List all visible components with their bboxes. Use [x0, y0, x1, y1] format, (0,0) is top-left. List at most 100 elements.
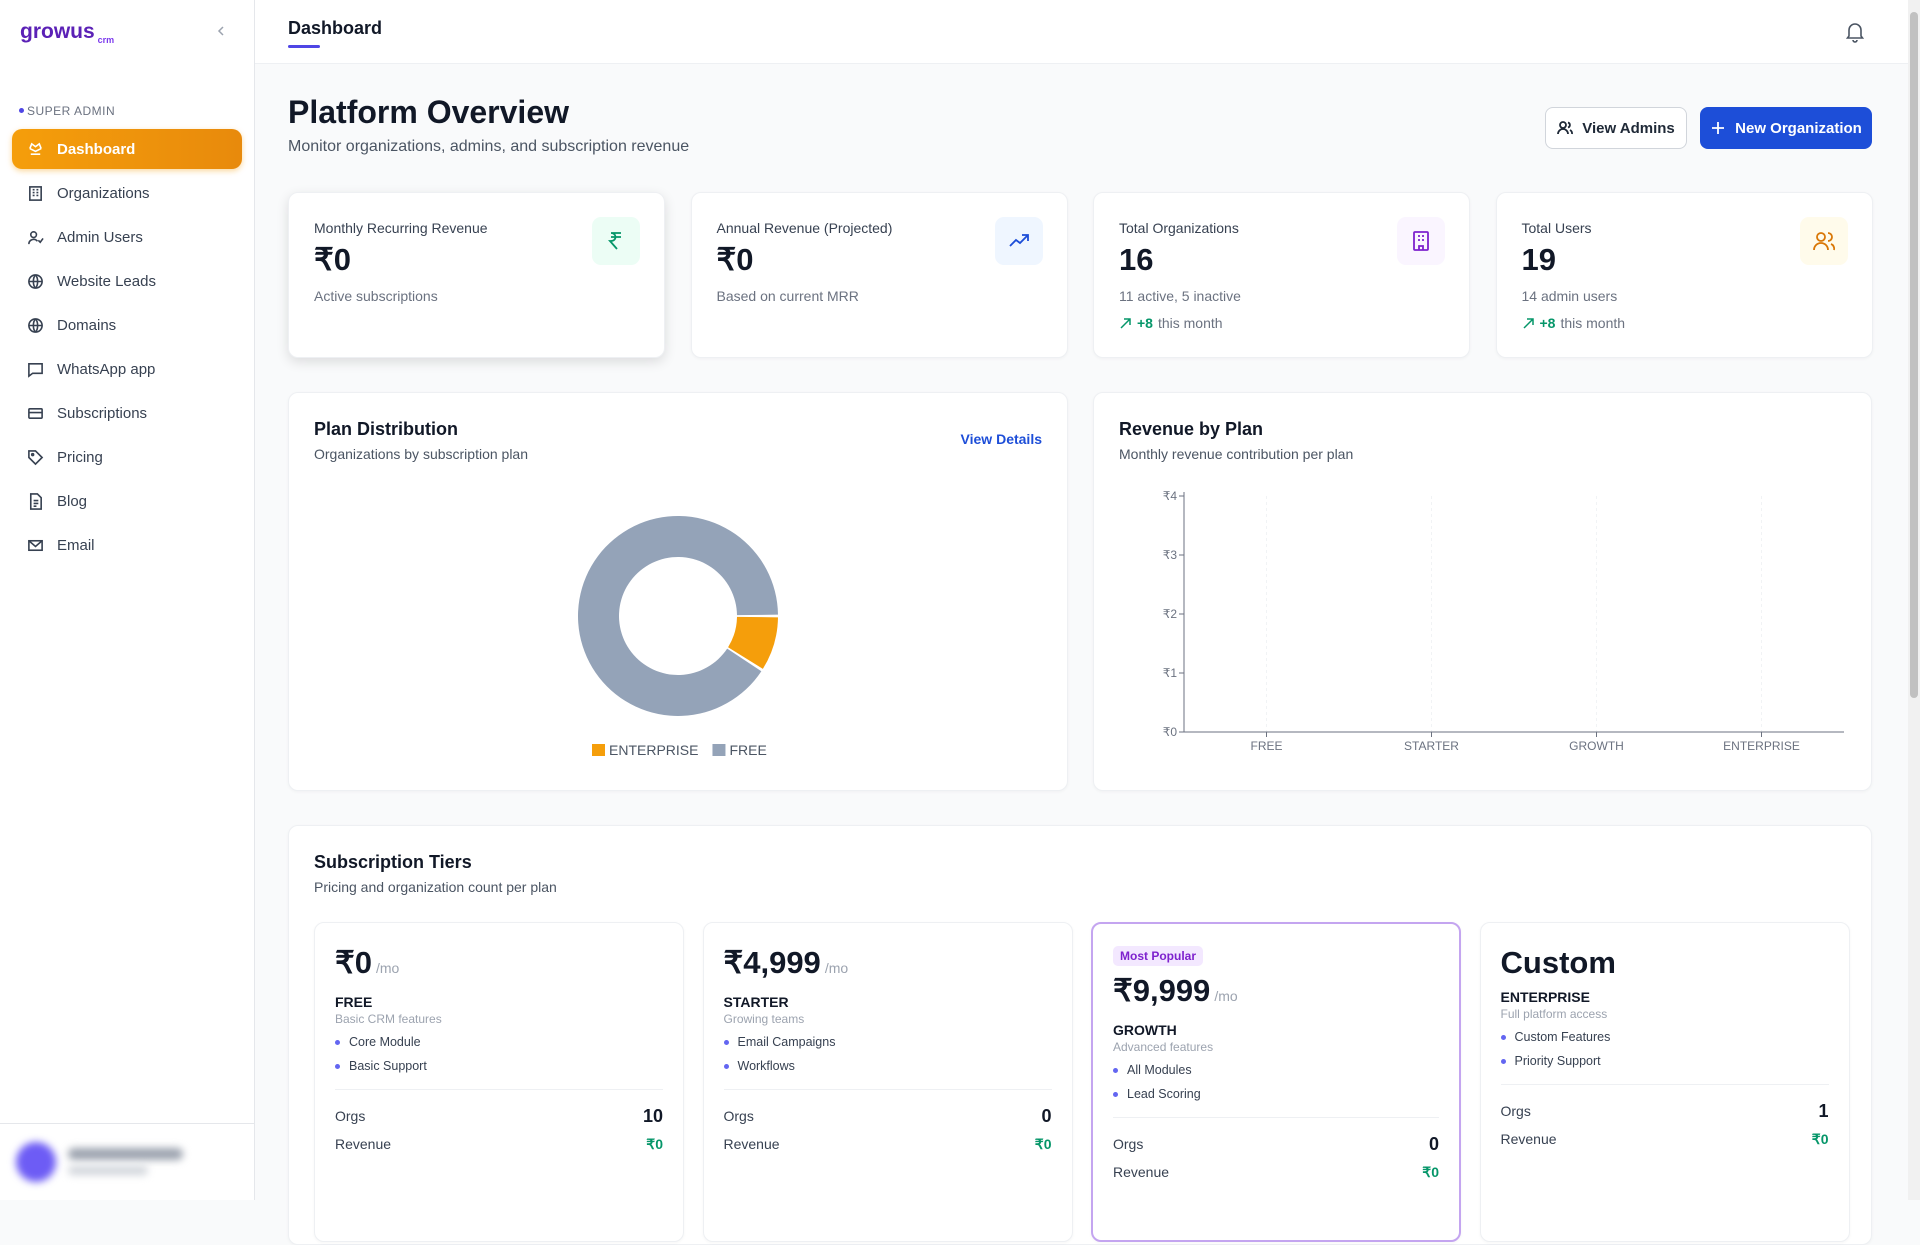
nav-item[interactable]: WhatsApp app [12, 349, 242, 389]
x-tick-label: GROWTH [1569, 739, 1624, 753]
orgs-value: 1 [1818, 1100, 1829, 1121]
price: Custom [1501, 945, 1829, 981]
stat-label: Total Users [1521, 220, 1592, 236]
nav-item[interactable]: Dashboard [12, 129, 242, 169]
nav-icon [28, 230, 44, 244]
tier-desc: Basic CRM features [335, 1012, 442, 1026]
legend-swatch [712, 744, 726, 756]
stat-value: 19 [1521, 242, 1556, 277]
stat-value: 16 [1119, 242, 1154, 277]
trend-value: +8 [1539, 315, 1556, 331]
x-tick-label: FREE [1250, 739, 1282, 753]
stat-icon [592, 217, 640, 265]
nav-item[interactable]: Pricing [12, 437, 242, 477]
feature: Workflows [723, 1058, 1052, 1074]
feature: Custom Features [1500, 1029, 1829, 1045]
y-tick-label: ₹4 [1163, 489, 1178, 503]
price-period: /mo [824, 960, 849, 976]
nav-label: Dashboard [57, 140, 136, 158]
view-admins-button[interactable]: View Admins [1545, 107, 1687, 149]
nav-item[interactable]: Domains [12, 305, 242, 345]
nav-icon [28, 273, 43, 289]
revenue-value: ₹0 [646, 1135, 663, 1152]
feature: Priority Support [1500, 1053, 1829, 1069]
divider [723, 1089, 1052, 1090]
tier-card: ₹4,999/mo STARTER Growing teams Email Campa… [702, 922, 1073, 1242]
stat-label: Total Organizations [1119, 220, 1239, 236]
stat-note: Active subscriptions [314, 288, 438, 304]
trend-icon [1522, 317, 1534, 329]
trend-value: +8 [1137, 315, 1153, 331]
trend-note: this month [1157, 315, 1223, 331]
nav-item[interactable]: Blog [12, 481, 242, 521]
nav-item[interactable]: Admin Users [12, 217, 242, 257]
nav-label: Subscriptions [57, 404, 148, 422]
nav-icon [28, 317, 43, 333]
revenue-row: Revenue ₹0 [1113, 1158, 1439, 1186]
orgs-row: Orgs 10 [335, 1102, 663, 1130]
chart: ₹0 ₹1 ₹2 ₹3 ₹4 FREE STARTER GROWTH ENTERPRISE [1163, 489, 1844, 753]
nav-label: Website Leads [57, 272, 156, 290]
logo-sub: crm [97, 35, 115, 46]
header-title[interactable]: Dashboard [288, 18, 383, 38]
subscription-tiers: Subscription Tiers Pricing and organizati… [288, 825, 1872, 1245]
tier-name: ENTERPRISE [1500, 989, 1590, 1005]
nav-icon [29, 185, 42, 201]
chart-card: ENTERPRISE FREE Plan Distribution Organizat… [288, 392, 1068, 791]
tier-card: ₹0/mo FREE Basic CRM features Core Module Ba… [314, 922, 684, 1242]
feature: Core Module [335, 1034, 663, 1050]
user-email-blurred [68, 1166, 148, 1175]
chart-title: Plan Distribution [314, 419, 458, 439]
logo-text: growus [20, 20, 95, 43]
feature: Email Campaigns [723, 1034, 1052, 1050]
notification-bell[interactable] [1845, 21, 1865, 43]
tier-name: GROWTH [1113, 1022, 1177, 1038]
collapse-button[interactable] [214, 24, 228, 38]
nav-icon [28, 449, 44, 465]
donut-slice [728, 616, 778, 669]
logo[interactable]: growus crm [20, 20, 114, 45]
tier-desc: Growing teams [723, 1012, 805, 1026]
sidebar: growus crm SUPER ADMIN Dashboard Organizat… [0, 0, 255, 1200]
orgs-row: Orgs 0 [724, 1102, 1052, 1130]
tier-card: Custom ENTERPRISE Full platform access Cust… [1479, 922, 1850, 1242]
avatar [16, 1142, 56, 1182]
stat-card: Monthly Recurring Revenue ₹0 Active subscr… [288, 192, 665, 358]
stat-note: 11 active, 5 inactive [1119, 288, 1241, 304]
legend-label: FREE [729, 742, 766, 758]
stat-note: Based on current MRR [716, 288, 859, 304]
nav-icon [28, 407, 43, 419]
nav-item[interactable]: Website Leads [12, 261, 242, 301]
stat-label: Monthly Recurring Revenue [314, 220, 488, 236]
orgs-label: Orgs [723, 1108, 754, 1124]
nav-icon [28, 539, 43, 551]
stat-icon [1799, 217, 1848, 265]
stat-card: Total Organizations 16 11 active, 5 inacti… [1093, 192, 1470, 358]
page-subtitle: Monitor organizations, admins, and subsc… [288, 138, 690, 155]
nav-item[interactable]: Organizations [12, 173, 242, 213]
user-profile[interactable] [0, 1123, 255, 1200]
orgs-row: Orgs 0 [1113, 1130, 1439, 1158]
tier-name: FREE [335, 994, 373, 1010]
stat-card: Total Users 19 14 admin users +8 this month [1495, 192, 1873, 358]
chart-subtitle: Monthly revenue contribution per plan [1119, 446, 1354, 462]
x-tick-label: ENTERPRISE [1723, 739, 1800, 753]
tier-name: STARTER [723, 994, 789, 1010]
nav-label: Blog [57, 492, 88, 510]
view-details-link[interactable]: View Details [960, 431, 1042, 447]
feature: Basic Support [335, 1058, 663, 1074]
nav-item[interactable]: Subscriptions [12, 393, 242, 433]
nav-icon [28, 362, 43, 378]
new-organization-button[interactable]: New Organization [1700, 107, 1872, 149]
stat-note: 14 admin users [1521, 288, 1618, 304]
badge: Most Popular [1113, 946, 1204, 966]
nav-item[interactable]: Email [12, 525, 242, 565]
donut-slice [578, 515, 778, 716]
nav-label: WhatsApp app [57, 360, 156, 378]
scrollbar-thumb[interactable] [1910, 12, 1918, 698]
revenue-row: Revenue ₹0 [335, 1130, 663, 1158]
orgs-value: 0 [1041, 1105, 1052, 1126]
nav-icon [29, 142, 42, 155]
stat-value: ₹0 [716, 242, 754, 277]
